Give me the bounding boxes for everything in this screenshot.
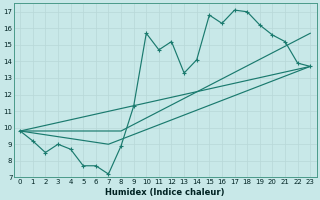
X-axis label: Humidex (Indice chaleur): Humidex (Indice chaleur) xyxy=(106,188,225,197)
